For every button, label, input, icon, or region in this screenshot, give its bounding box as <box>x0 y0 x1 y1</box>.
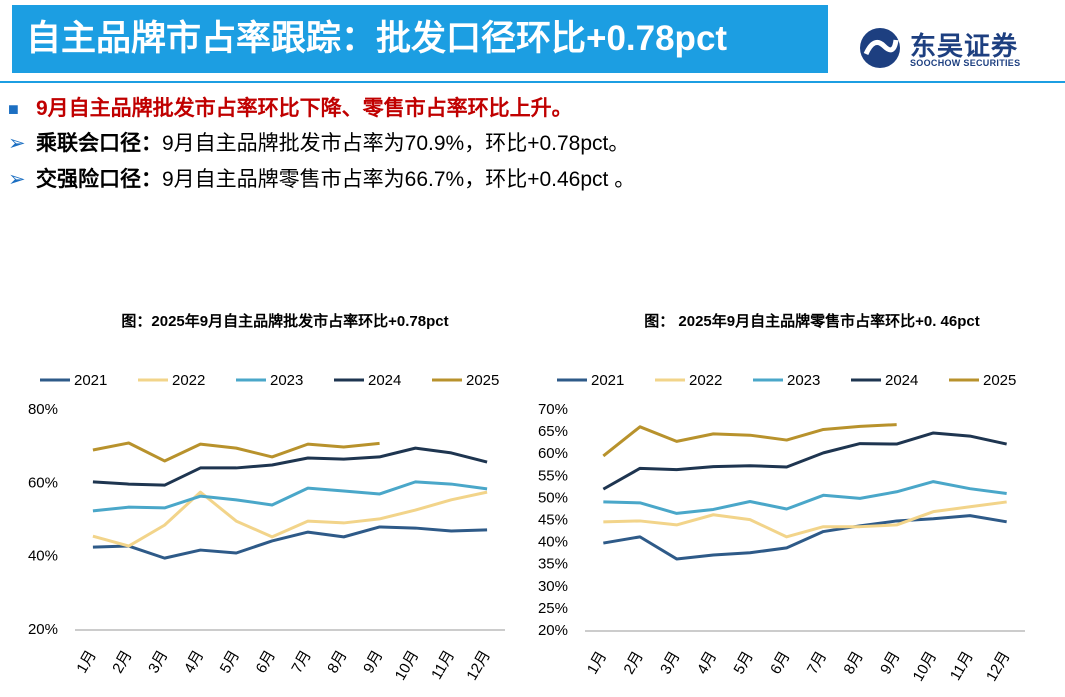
x-tick-label: 5月 <box>217 647 243 676</box>
y-tick-label: 20% <box>28 621 58 638</box>
legend-label: 2025 <box>466 372 499 389</box>
bullet-text: 9月自主品牌零售市占率为66.7%，环比+0.46pct 。 <box>162 168 636 191</box>
legend-label: 2025 <box>983 372 1016 389</box>
x-tick-label: 11月 <box>947 648 977 683</box>
header-rule <box>0 81 1065 83</box>
series-line <box>92 446 488 487</box>
x-tick-label: 4月 <box>694 648 720 677</box>
bullet: ■ 9月自主品牌批发市占率环比下降、零售市占率环比上升。 <box>8 97 573 120</box>
y-tick-label: 55% <box>538 467 568 484</box>
series-line <box>602 431 1007 491</box>
x-tick-label: 8月 <box>324 647 350 676</box>
x-tick-label: 2月 <box>109 647 135 676</box>
x-tick-label: 11月 <box>428 647 458 682</box>
legend-label: 2023 <box>787 372 820 389</box>
legend-label: 2021 <box>74 372 107 389</box>
chart-title: 图：2025年9月自主品牌批发市占率环比+0.78pct <box>121 312 448 330</box>
y-tick-label: 40% <box>28 548 58 565</box>
series-line <box>92 490 488 548</box>
bullet: ➢ 乘联会口径：9月自主品牌批发市占率为70.9%，环比+0.78pct。 <box>8 132 630 155</box>
y-tick-label: 30% <box>538 578 568 595</box>
x-tick-label: 8月 <box>841 648 867 677</box>
logo-icon <box>860 28 900 68</box>
legend-label: 2021 <box>591 372 624 389</box>
chart-title: 图： 2025年9月自主品牌零售市占率环比+0. 46pct <box>644 312 980 330</box>
bullet: ➢ 交强险口径：9月自主品牌零售市占率为66.7%，环比+0.46pct 。 <box>8 168 636 191</box>
x-tick-label: 9月 <box>360 647 386 676</box>
x-tick-label: 12月 <box>983 648 1014 684</box>
legend-label: 2023 <box>270 372 303 389</box>
y-tick-label: 60% <box>538 445 568 462</box>
x-tick-label: 6月 <box>767 648 793 677</box>
x-tick-label: 7月 <box>288 647 314 676</box>
x-tick-label: 2月 <box>621 648 647 677</box>
x-tick-label: 3月 <box>657 648 683 677</box>
x-tick-label: 3月 <box>145 647 171 676</box>
x-tick-label: 6月 <box>253 647 279 676</box>
logo-name: 东吴证券 <box>910 31 1019 61</box>
y-tick-label: 80% <box>28 401 58 418</box>
bullet-text: 9月自主品牌批发市占率为70.9%，环比+0.78pct。 <box>162 132 630 155</box>
x-tick-label: 1月 <box>584 648 610 677</box>
y-tick-label: 50% <box>538 489 568 506</box>
x-tick-label: 10月 <box>392 647 423 683</box>
y-tick-label: 65% <box>538 423 568 440</box>
bullet-label: 交强险口径： <box>36 168 162 191</box>
series-line <box>602 423 897 458</box>
y-tick-label: 45% <box>538 511 568 528</box>
bullet-text: 9月自主品牌批发市占率环比下降、零售市占率环比上升。 <box>36 97 573 120</box>
series-line <box>603 514 1007 561</box>
y-tick-label: 60% <box>28 474 58 491</box>
x-tick-label: 12月 <box>463 647 494 683</box>
legend-label: 2024 <box>885 372 918 389</box>
x-tick-label: 4月 <box>181 647 207 676</box>
legend-label: 2022 <box>689 372 722 389</box>
legend-label: 2022 <box>172 372 205 389</box>
series-line <box>92 441 380 463</box>
y-tick-label: 70% <box>538 401 568 418</box>
x-tick-label: 7月 <box>804 648 830 677</box>
legend-label: 2024 <box>368 372 401 389</box>
series-line <box>92 480 488 513</box>
series-line <box>603 500 1007 539</box>
x-tick-label: 5月 <box>731 648 757 677</box>
y-tick-label: 25% <box>538 600 568 617</box>
y-tick-label: 35% <box>538 556 568 573</box>
x-tick-label: 1月 <box>73 647 99 676</box>
x-tick-label: 9月 <box>877 648 903 677</box>
y-tick-label: 20% <box>538 622 568 639</box>
logo-subtitle: SOOCHOW SECURITIES <box>910 58 1021 68</box>
series-line <box>603 480 1007 515</box>
y-tick-label: 40% <box>538 534 568 551</box>
header-title: 自主品牌市占率跟踪：批发口径环比+0.78pct <box>12 5 828 73</box>
x-tick-label: 10月 <box>910 648 941 684</box>
logo: 东吴证券 SOOCHOW SECURITIES <box>858 26 1048 70</box>
series-line <box>92 525 488 560</box>
bullet-label: 乘联会口径： <box>36 132 162 155</box>
